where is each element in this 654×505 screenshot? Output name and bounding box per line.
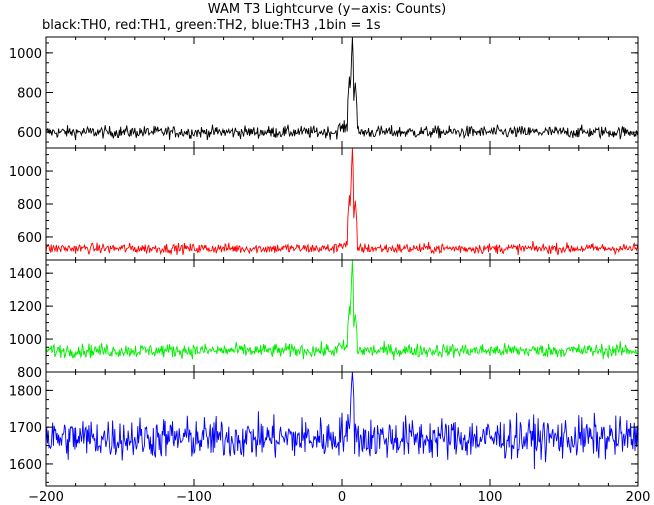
x-tick-label: −100 (176, 490, 212, 505)
x-tick-label: 100 (478, 490, 503, 505)
y-tick-label-th3: 1800 (9, 384, 42, 399)
y-tick-label-th2: 1200 (9, 300, 42, 315)
series-line-th3 (45, 371, 639, 470)
y-tick-label-th0: 1000 (9, 47, 42, 62)
y-tick-label-th2: 1400 (9, 267, 42, 282)
y-tick-label-th2: 800 (17, 366, 42, 381)
x-tick-label: 200 (626, 490, 651, 505)
panel-frame-th1 (45, 147, 639, 261)
panel-frame-th2 (45, 259, 639, 373)
series-line-th2 (45, 259, 639, 360)
y-tick-label-th0: 600 (17, 126, 42, 141)
y-tick-label-th2: 1000 (9, 333, 42, 348)
chart-legend-subtitle: black:TH0, red:TH1, green:TH2, blue:TH3 … (42, 18, 381, 33)
series-line-th1 (45, 147, 639, 256)
x-tick-label: 0 (338, 490, 346, 505)
y-tick-label-th1: 600 (17, 231, 42, 246)
series-line-th0 (45, 36, 639, 141)
y-tick-label-th3: 1600 (9, 458, 42, 473)
y-tick-label-th1: 800 (17, 198, 42, 213)
chart-title: WAM T3 Lightcurve (y−axis: Counts) (207, 2, 447, 17)
x-tick-label: −200 (28, 490, 64, 505)
y-tick-label-th3: 1700 (9, 421, 42, 436)
y-tick-label-th0: 800 (17, 87, 42, 102)
y-tick-label-th1: 1000 (9, 165, 42, 180)
